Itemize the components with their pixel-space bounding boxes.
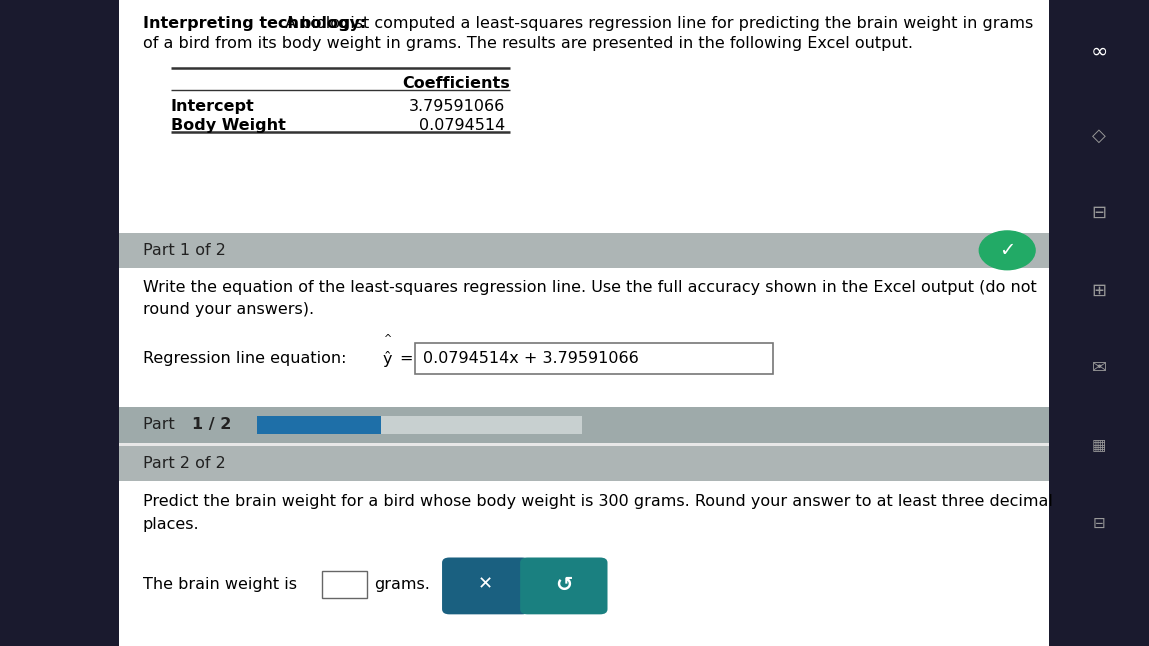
Text: grams.: grams. bbox=[375, 577, 430, 592]
Text: round your answers).: round your answers). bbox=[142, 302, 314, 317]
FancyBboxPatch shape bbox=[119, 0, 1049, 245]
Text: ↺: ↺ bbox=[555, 575, 572, 594]
FancyBboxPatch shape bbox=[322, 571, 367, 598]
Text: ◇: ◇ bbox=[1092, 127, 1106, 145]
Text: Write the equation of the least-squares regression line. Use the full accuracy s: Write the equation of the least-squares … bbox=[142, 280, 1036, 295]
FancyBboxPatch shape bbox=[520, 557, 608, 614]
Text: ⊟: ⊟ bbox=[1093, 516, 1105, 531]
Text: ✉: ✉ bbox=[1092, 359, 1106, 377]
Text: of a bird from its body weight in grams. The results are presented in the follow: of a bird from its body weight in grams.… bbox=[142, 36, 912, 50]
Text: ŷ: ŷ bbox=[383, 351, 392, 366]
Text: ∞: ∞ bbox=[1090, 42, 1108, 61]
Text: Coefficients: Coefficients bbox=[402, 76, 510, 91]
Text: =: = bbox=[400, 351, 412, 366]
FancyBboxPatch shape bbox=[119, 268, 1049, 407]
Text: Body Weight: Body Weight bbox=[170, 118, 285, 133]
Text: Interpreting technology:: Interpreting technology: bbox=[142, 16, 367, 31]
Text: ^: ^ bbox=[384, 335, 392, 344]
FancyBboxPatch shape bbox=[257, 416, 583, 434]
Text: Part: Part bbox=[142, 417, 191, 432]
FancyBboxPatch shape bbox=[119, 446, 1049, 481]
Text: Regression line equation:: Regression line equation: bbox=[142, 351, 352, 366]
Text: ✓: ✓ bbox=[998, 241, 1016, 260]
FancyBboxPatch shape bbox=[119, 481, 1049, 646]
Text: ⊞: ⊞ bbox=[1092, 282, 1106, 300]
FancyBboxPatch shape bbox=[415, 343, 773, 374]
Text: ▦: ▦ bbox=[1092, 438, 1106, 453]
Text: 0.0794514x + 3.79591066: 0.0794514x + 3.79591066 bbox=[423, 351, 639, 366]
FancyBboxPatch shape bbox=[442, 557, 530, 614]
Circle shape bbox=[979, 231, 1035, 270]
Text: Predict the brain weight for a bird whose body weight is 300 grams. Round your a: Predict the brain weight for a bird whos… bbox=[142, 494, 1052, 509]
Text: Part 1 of 2: Part 1 of 2 bbox=[142, 243, 225, 258]
Text: Part 2 of 2: Part 2 of 2 bbox=[142, 456, 225, 471]
FancyBboxPatch shape bbox=[119, 407, 1049, 443]
Text: 3.79591066: 3.79591066 bbox=[409, 99, 506, 114]
Text: places.: places. bbox=[142, 517, 200, 532]
Text: A biologist computed a least-squares regression line for predicting the brain we: A biologist computed a least-squares reg… bbox=[280, 16, 1034, 31]
Text: The brain weight is: The brain weight is bbox=[142, 577, 296, 592]
Text: 1 / 2: 1 / 2 bbox=[192, 417, 231, 432]
Text: Intercept: Intercept bbox=[170, 99, 254, 114]
Text: ⊟: ⊟ bbox=[1092, 204, 1106, 222]
Text: ✕: ✕ bbox=[478, 576, 493, 594]
FancyBboxPatch shape bbox=[257, 416, 380, 434]
Text: 0.0794514: 0.0794514 bbox=[419, 118, 506, 133]
FancyBboxPatch shape bbox=[119, 233, 1049, 268]
